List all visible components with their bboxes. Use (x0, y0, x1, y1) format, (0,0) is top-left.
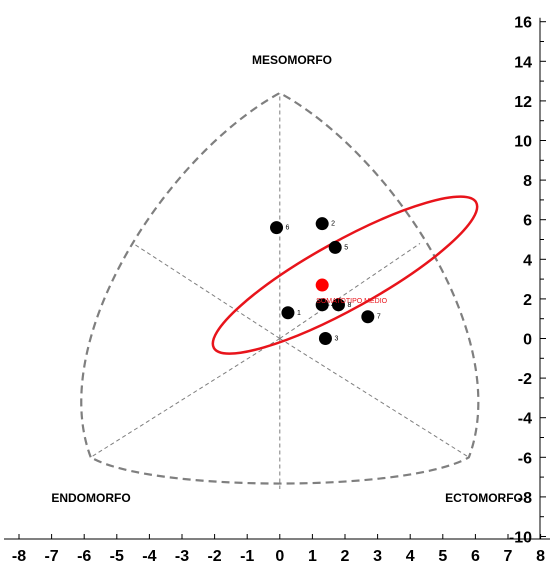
data-point-label: 3 (334, 336, 338, 343)
x-tick-label: 7 (504, 548, 513, 565)
guide-endo (90, 338, 281, 458)
data-point (315, 298, 329, 312)
x-tick-label: 4 (406, 548, 415, 565)
x-tick-label: -7 (44, 548, 58, 565)
y-tick-label: 6 (523, 213, 532, 230)
somatochart-frame (80, 91, 480, 489)
x-tick-label: 5 (438, 548, 447, 565)
guide-ecto (279, 338, 470, 458)
data-point (328, 240, 342, 254)
data-point-label: 8 (347, 302, 351, 309)
y-tick-label: 10 (514, 134, 532, 151)
data-point-label: 2 (331, 221, 335, 228)
y-tick-label: 0 (523, 332, 532, 349)
data-point-label: 7 (377, 314, 381, 321)
data-point (331, 298, 345, 312)
y-tick-label: -2 (518, 371, 532, 388)
data-point (281, 306, 295, 320)
y-tick-label: -6 (518, 450, 532, 467)
data-point-label: 5 (344, 244, 348, 251)
data-point (318, 332, 332, 345)
y-tick-label: -10 (509, 530, 532, 547)
region-labels: MESOMORFO ENDOMORFO ECTOMORFO (51, 53, 523, 505)
x-tick-label: -5 (110, 548, 124, 565)
x-tick-label: -6 (77, 548, 91, 565)
data-point-label: 6 (286, 225, 290, 232)
y-tick-label: 14 (514, 54, 532, 71)
y-tick-label: -4 (518, 411, 532, 428)
mean-point-label: SOMATOTIPO MEDIO (316, 298, 387, 305)
guide-upper-left (132, 243, 281, 339)
y-tick-label: 2 (523, 292, 532, 309)
mean-point (315, 278, 329, 292)
data-point (270, 221, 284, 235)
x-tick-label: -1 (240, 548, 254, 565)
x-tick-label: 3 (373, 548, 382, 565)
x-tick-label: 8 (536, 548, 545, 565)
x-tick-label: -8 (12, 548, 26, 565)
data-point-label: 1 (297, 310, 301, 317)
x-tick-label: 2 (341, 548, 350, 565)
guide-upper-right (279, 243, 421, 339)
x-tick-label: 6 (471, 548, 480, 565)
y-tick-label: -8 (518, 490, 532, 507)
x-tick-label: 1 (308, 548, 317, 565)
y-tick-label: 8 (523, 173, 532, 190)
x-tick-label: -4 (142, 548, 156, 565)
endomorfo-label: ENDOMORFO (51, 491, 130, 505)
x-tick-label: -3 (175, 548, 189, 565)
y-tick-label: 16 (514, 15, 532, 32)
x-tick-label: -2 (207, 548, 221, 565)
y-tick-label: 12 (514, 94, 532, 111)
y-tick-label: 4 (523, 252, 532, 269)
ectomorfo-label: ECTOMORFO (445, 491, 523, 505)
data-point (361, 310, 375, 324)
mesomorfo-label: MESOMORFO (252, 53, 332, 67)
dispersion-ellipse (211, 195, 479, 355)
frame-outline (80, 91, 480, 485)
x-tick-label: 0 (275, 548, 284, 565)
dispersion-ellipse-shape (211, 195, 479, 355)
data-points: 12345678SOMATOTIPO MEDIO (270, 217, 388, 345)
data-point (315, 217, 329, 231)
